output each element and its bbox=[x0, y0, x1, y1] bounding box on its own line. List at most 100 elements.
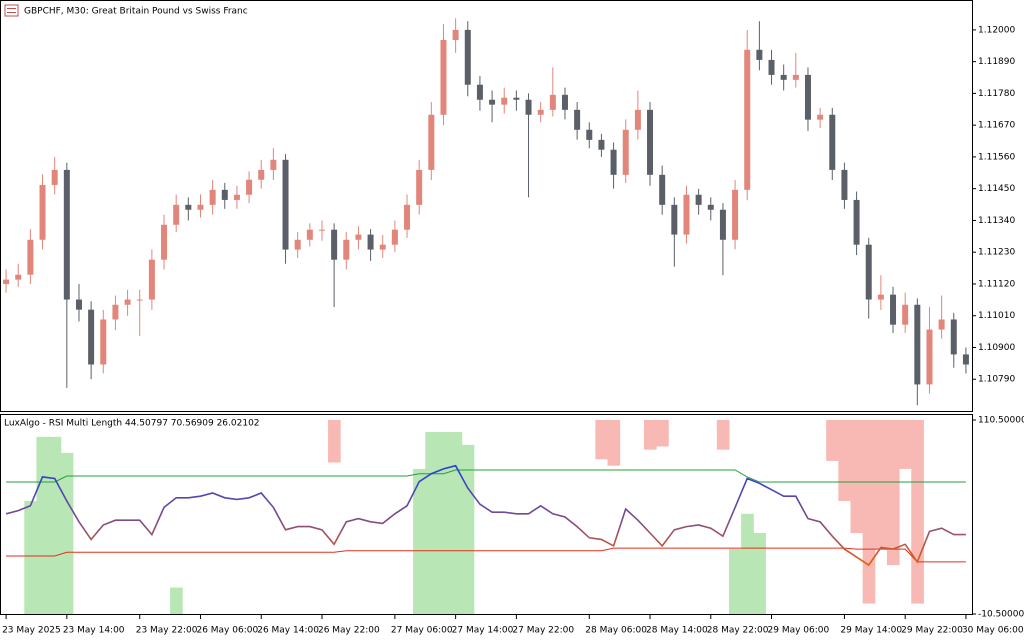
y-tick-label: -10.50000 bbox=[978, 610, 1024, 620]
candle-body bbox=[197, 204, 204, 210]
bull-fill bbox=[729, 549, 742, 614]
candle-body bbox=[416, 169, 423, 205]
candle-body bbox=[950, 319, 957, 355]
candle-body bbox=[75, 299, 82, 310]
x-tick-label: 27 May 22:00 bbox=[512, 626, 574, 636]
candle-body bbox=[440, 39, 447, 115]
candle-body bbox=[890, 294, 897, 325]
bull-fill bbox=[437, 432, 451, 614]
candle-body bbox=[161, 224, 168, 260]
bear-fill bbox=[862, 420, 876, 604]
bull-fill bbox=[425, 432, 438, 614]
candle-body bbox=[561, 94, 568, 110]
lower-line bbox=[6, 547, 966, 563]
candle-body bbox=[464, 29, 471, 85]
bear-fill bbox=[838, 420, 851, 501]
x-tick-label: 29 May 06:00 bbox=[768, 626, 830, 636]
x-tick-label: 27 May 06:00 bbox=[391, 626, 453, 636]
candle-body bbox=[51, 169, 58, 185]
candle-body bbox=[452, 29, 459, 40]
candle-body bbox=[525, 99, 532, 115]
candle-body bbox=[586, 129, 593, 140]
candle-body bbox=[306, 229, 313, 240]
x-tick-label: 27 May 14:00 bbox=[452, 626, 514, 636]
x-tick-label: 23 May 14:00 bbox=[63, 626, 125, 636]
candle-body bbox=[428, 114, 435, 170]
indicator-frame bbox=[0, 414, 973, 615]
candle-body bbox=[513, 97, 520, 100]
candle-body bbox=[938, 319, 945, 330]
bear-fill bbox=[607, 420, 621, 466]
candle-body bbox=[476, 84, 483, 100]
chart-title: GBPCHF, M30: Great Britain Pound vs Swis… bbox=[24, 7, 248, 17]
candle-body bbox=[537, 109, 544, 115]
y-tick-label: 1.11890 bbox=[978, 57, 1015, 67]
bull-fill bbox=[48, 436, 62, 614]
candle-body bbox=[732, 189, 739, 240]
candle-body bbox=[647, 109, 654, 175]
candle-body bbox=[221, 189, 228, 200]
bull-fill bbox=[741, 513, 754, 614]
y-tick-label: 1.11230 bbox=[978, 248, 1015, 258]
candle-body bbox=[124, 299, 131, 305]
candle-body bbox=[148, 259, 155, 300]
candle-body bbox=[379, 244, 386, 250]
candle-body bbox=[270, 159, 277, 170]
candle-body bbox=[100, 319, 107, 365]
y-tick-label: 1.11450 bbox=[978, 184, 1015, 194]
bull-fill bbox=[24, 500, 37, 614]
x-tick-label: 29 May 14:00 bbox=[840, 626, 902, 636]
y-tick-label: 1.11340 bbox=[978, 216, 1015, 226]
bear-fill bbox=[911, 420, 924, 604]
candle-body bbox=[136, 299, 143, 301]
candle-body bbox=[3, 279, 10, 284]
x-tick-label: 28 May 22:00 bbox=[707, 626, 769, 636]
bull-fill bbox=[461, 444, 475, 614]
y-tick-label: 1.11120 bbox=[978, 279, 1015, 289]
candle-body bbox=[331, 229, 338, 260]
candle-body bbox=[962, 354, 969, 365]
candle-body bbox=[343, 239, 350, 260]
candle-body bbox=[209, 189, 216, 205]
bull-fill bbox=[413, 468, 426, 614]
candle-body bbox=[719, 209, 726, 240]
y-tick-label: 1.10790 bbox=[978, 375, 1015, 385]
candle-body bbox=[683, 194, 690, 235]
main-frame bbox=[0, 0, 973, 412]
bull-fill bbox=[170, 587, 183, 614]
y-tick-label: 1.12000 bbox=[978, 25, 1015, 35]
candle-body bbox=[391, 229, 398, 245]
bull-fill bbox=[36, 436, 50, 614]
candle-body bbox=[622, 129, 629, 175]
candle-body bbox=[659, 174, 666, 205]
candle-body bbox=[865, 244, 872, 300]
bear-fill bbox=[874, 420, 888, 550]
candle-body bbox=[549, 94, 556, 110]
candle-body bbox=[792, 74, 799, 80]
bull-fill bbox=[60, 452, 74, 614]
candle-body bbox=[173, 204, 180, 225]
candle-body bbox=[610, 149, 617, 175]
candle-body bbox=[27, 239, 34, 275]
bear-fill bbox=[595, 420, 608, 460]
candle-body bbox=[355, 234, 362, 240]
x-tick-label: 26 May 14:00 bbox=[257, 626, 319, 636]
indicator-title: LuxAlgo - RSI Multi Length 44.50797 70.5… bbox=[4, 419, 260, 429]
candle-body bbox=[671, 204, 678, 235]
candle-body bbox=[489, 99, 496, 105]
candle-body bbox=[294, 239, 301, 250]
candle-body bbox=[404, 204, 411, 230]
upper-line bbox=[6, 469, 966, 483]
x-tick-label: 28 May 14:00 bbox=[646, 626, 708, 636]
bear-fill bbox=[643, 420, 657, 450]
candle-body bbox=[877, 294, 884, 300]
candle-body bbox=[574, 109, 581, 130]
candle-body bbox=[233, 194, 240, 200]
candle-body bbox=[367, 234, 374, 250]
x-tick-label: 30 May 06:00 bbox=[962, 626, 1024, 636]
x-tick-label: 26 May 06:00 bbox=[196, 626, 258, 636]
y-tick-label: 1.11010 bbox=[978, 311, 1015, 321]
y-tick-label: 110.50000 bbox=[978, 416, 1024, 426]
bear-fill bbox=[826, 420, 839, 461]
